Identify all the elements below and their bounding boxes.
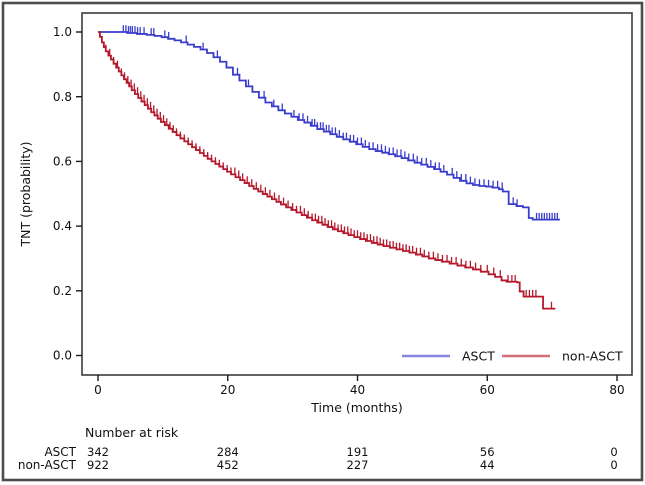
x-tick-label: 20 [220, 383, 235, 397]
asct-legend-label: ASCT [462, 349, 495, 364]
y-tick-label: 0.8 [53, 90, 72, 104]
legend: ASCT non-ASCT [402, 349, 623, 364]
curves [98, 25, 560, 310]
plot-box [81, 12, 633, 376]
y-tick-label: 0.2 [53, 284, 72, 298]
y-tick-label: 0.6 [53, 155, 72, 169]
risk-value: 0 [610, 458, 617, 472]
y-tick-label: 0.4 [53, 219, 72, 233]
risk-value: 342 [87, 445, 109, 459]
risk-value: 191 [347, 445, 369, 459]
y-tick-label: 1.0 [53, 25, 72, 39]
y-axis-labels: 0.0 0.2 0.4 0.6 0.8 1.0 [53, 25, 72, 363]
y-axis-ticks [76, 31, 82, 357]
y-tick-label: 0.0 [53, 349, 72, 363]
risk-row-non-asct-values: 922 452 227 44 0 [87, 458, 618, 472]
asct-curve [98, 31, 560, 221]
asct-censor-marks [122, 25, 558, 220]
risk-row-asct-values: 342 284 191 56 0 [87, 445, 618, 459]
non-asct-curve [98, 31, 556, 310]
risk-value: 452 [217, 458, 239, 472]
risk-value: 284 [217, 445, 239, 459]
risk-table-title: Number at risk [85, 425, 179, 440]
risk-row-label-non-asct: non-ASCT [18, 458, 77, 472]
risk-value: 227 [347, 458, 369, 472]
x-axis-title: Time (months) [310, 400, 402, 415]
risk-value: 56 [480, 445, 495, 459]
risk-value: 0 [610, 445, 617, 459]
risk-row-label-asct: ASCT [44, 445, 76, 459]
x-tick-label: 40 [350, 383, 365, 397]
risk-value: 44 [480, 458, 495, 472]
non-asct-legend-label: non-ASCT [562, 349, 623, 364]
x-tick-label: 60 [480, 383, 495, 397]
risk-value: 922 [87, 458, 109, 472]
x-axis-ticks [97, 375, 618, 381]
x-tick-label: 0 [94, 383, 102, 397]
y-axis-title: TNT (probability) [18, 141, 33, 247]
x-axis-labels: 0 20 40 60 80 [94, 383, 624, 397]
x-tick-label: 80 [609, 383, 624, 397]
risk-table: Number at risk ASCT 342 284 191 56 0 non… [18, 425, 618, 472]
